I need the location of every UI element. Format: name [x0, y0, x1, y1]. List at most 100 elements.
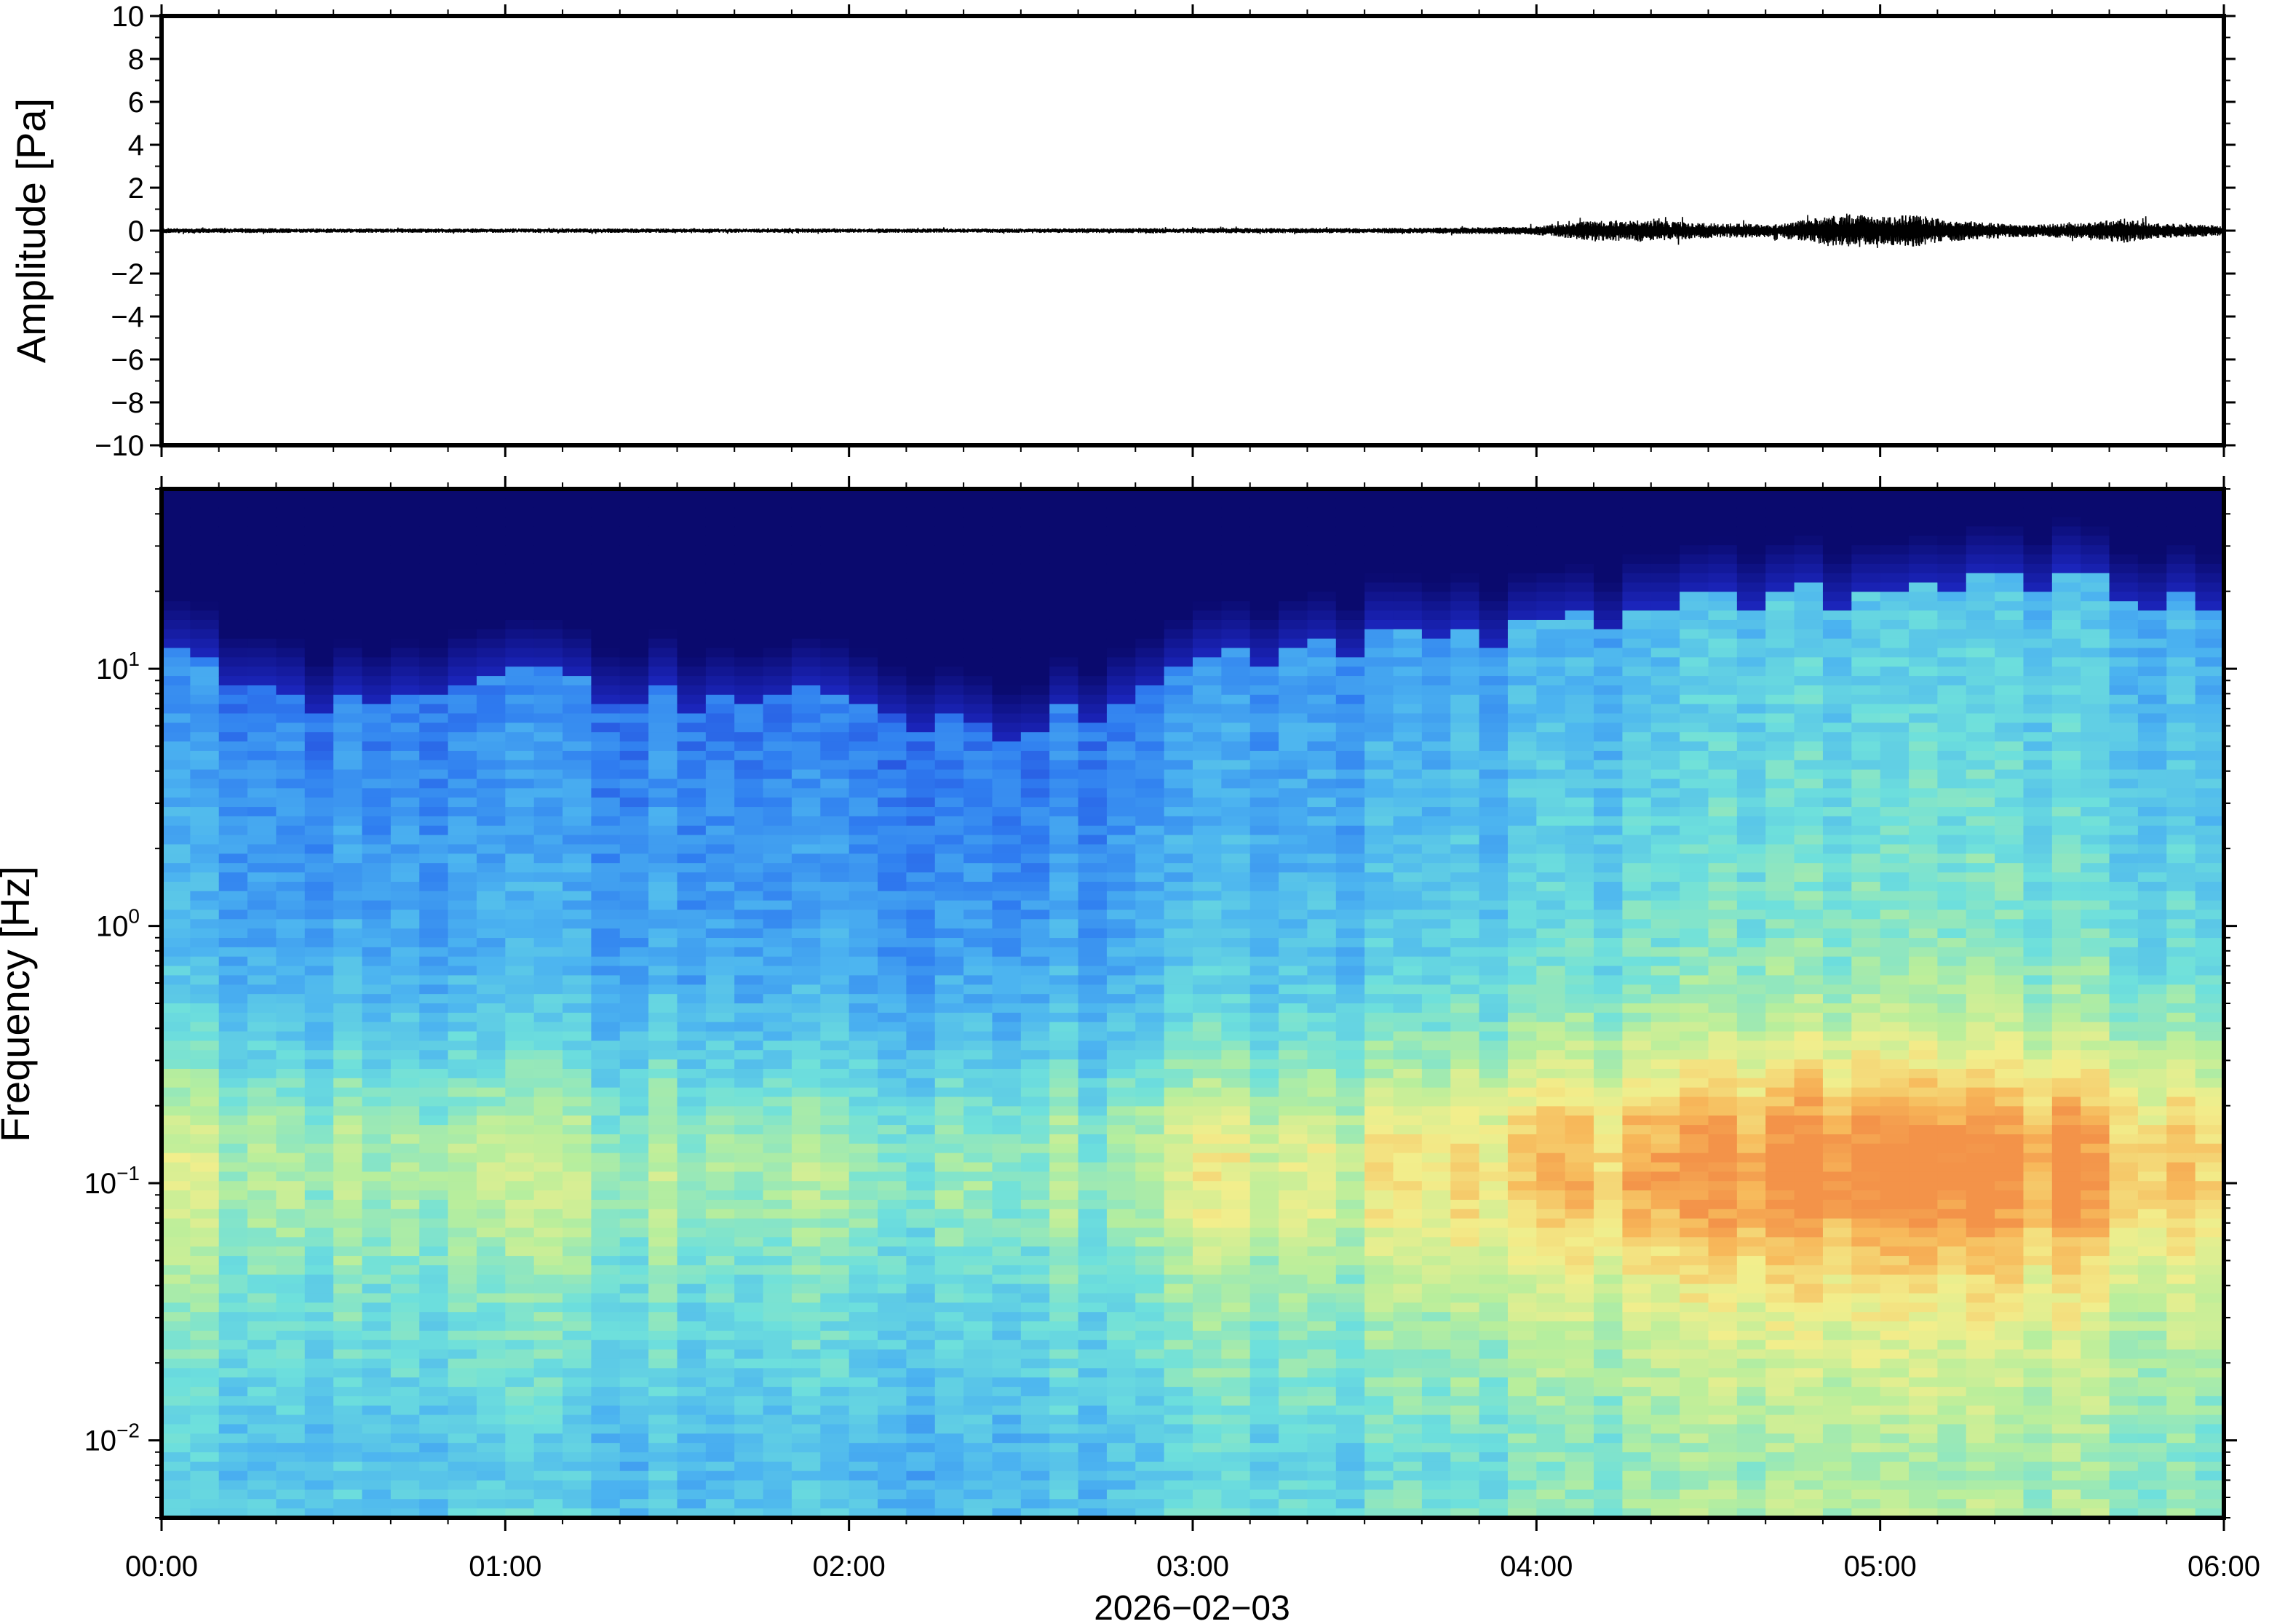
- spectrogram-cell: [1135, 1181, 1165, 1191]
- spectrogram-cell: [1335, 779, 1365, 789]
- spectrogram-cell: [1393, 1256, 1423, 1266]
- spectrogram-cell: [1020, 844, 1050, 854]
- spectrogram-cell: [276, 638, 306, 649]
- spectrogram-cell: [1164, 1405, 1193, 1416]
- spectrogram-cell: [390, 1368, 420, 1378]
- spectrogram-cell: [791, 1293, 821, 1303]
- spectrogram-cell: [563, 1125, 592, 1135]
- spectrogram-cell: [333, 769, 363, 780]
- spectrogram-cell: [1164, 1181, 1193, 1191]
- spectrogram-cell: [648, 704, 678, 715]
- spectrogram-cell: [1307, 863, 1337, 873]
- spectrogram-cell: [934, 928, 964, 939]
- spectrogram-cell: [1221, 872, 1251, 883]
- spectrogram-cell: [476, 1414, 506, 1425]
- spectrogram-cell: [304, 1031, 334, 1042]
- spectrogram-cell: [1049, 1489, 1079, 1500]
- spectrogram-cell: [791, 573, 821, 584]
- spectrogram-cell: [648, 1162, 678, 1172]
- spectrogram-cell: [1020, 1256, 1050, 1266]
- spectrogram-cell: [878, 788, 907, 798]
- spectrogram-cell: [533, 573, 563, 584]
- spectrogram-cell: [934, 1171, 964, 1182]
- spectrogram-cell: [533, 1433, 563, 1444]
- spectrogram-cell: [648, 592, 678, 602]
- spectrogram-cell: [1078, 1125, 1108, 1135]
- spectrogram-cell: [276, 947, 306, 958]
- spectrogram-cell: [992, 545, 1022, 555]
- spectrogram-cell: [1135, 1022, 1165, 1032]
- spectrogram-cell: [734, 592, 764, 602]
- spectrogram-cell: [276, 536, 306, 546]
- spectrogram-cell: [563, 732, 592, 742]
- spectrogram-cell: [505, 638, 535, 649]
- spectrogram-cell: [820, 1321, 850, 1332]
- spectrogram-cell: [563, 545, 592, 555]
- spectrogram-cell: [677, 1302, 707, 1313]
- spectrogram-cell: [591, 863, 621, 873]
- spectrogram-cell: [1393, 1293, 1423, 1303]
- spectrogram-cell: [1049, 498, 1079, 509]
- spectrogram-cell: [419, 1405, 449, 1416]
- spectrogram-cell: [1193, 919, 1222, 929]
- spectrogram-cell: [1393, 1003, 1423, 1014]
- spectrogram-cell: [648, 554, 678, 565]
- spectrogram-cell: [849, 1199, 878, 1210]
- spectrogram-cell: [791, 723, 821, 733]
- spectrogram-cell: [1249, 1396, 1279, 1406]
- spectrogram-cell: [505, 648, 535, 658]
- spectrogram-cell: [1164, 713, 1193, 723]
- spectrogram-cell: [1106, 1312, 1136, 1322]
- spectrogram-cell: [1364, 704, 1394, 715]
- spectrogram-cell: [505, 1283, 535, 1294]
- spectrogram-cell: [992, 1068, 1022, 1079]
- spectrogram-cell: [1335, 704, 1365, 715]
- spectrogram-cell: [304, 947, 334, 958]
- spectrogram-cell: [505, 825, 535, 836]
- spectrogram-cell: [763, 947, 792, 958]
- spectrogram-cell: [591, 629, 621, 640]
- spectrogram-cell: [247, 657, 277, 667]
- spectrogram-cell: [1164, 807, 1193, 817]
- spectrogram-cell: [1164, 638, 1193, 649]
- spectrogram-cell: [533, 844, 563, 854]
- spectrogram-cell: [906, 844, 936, 854]
- spectrogram-cell: [276, 563, 306, 574]
- spectrogram-cell: [591, 1452, 621, 1462]
- spectrogram-cell: [1078, 592, 1108, 602]
- spectrogram-cell: [1221, 1452, 1251, 1462]
- spectrogram-cell: [533, 1377, 563, 1388]
- spectrogram-cell: [1135, 657, 1165, 667]
- spectrogram-cell: [1249, 1153, 1279, 1163]
- spectrogram-cell: [1364, 947, 1394, 958]
- spectrogram-cell: [934, 984, 964, 995]
- spectrogram-cell: [1193, 769, 1222, 780]
- spectrogram-cell: [505, 554, 535, 565]
- spectrogram-cell: [1135, 769, 1165, 780]
- spectrogram-cell: [1020, 1199, 1050, 1210]
- spectrogram-cell: [878, 797, 907, 808]
- spectrogram-cell: [705, 554, 735, 565]
- spectrogram-cell: [190, 750, 220, 761]
- spectrogram-cell: [333, 919, 363, 929]
- spectrogram-cell: [1279, 1480, 1308, 1491]
- spectrogram-cell: [1164, 909, 1193, 920]
- spectrogram-cell: [1020, 545, 1050, 555]
- spectrogram-cell: [849, 713, 878, 723]
- spectrogram-cell: [448, 704, 477, 715]
- spectrogram-cell: [505, 928, 535, 939]
- spectrogram-cell: [563, 1096, 592, 1107]
- spectrogram-cell: [333, 1115, 363, 1126]
- spectrogram-cell: [218, 1134, 248, 1145]
- spectrogram-cell: [333, 1022, 363, 1032]
- spectrogram-cell: [1393, 1068, 1423, 1079]
- spectrogram-cell: [878, 956, 907, 967]
- spectrogram-cell: [1279, 863, 1308, 873]
- spectrogram-cell: [1078, 1087, 1108, 1098]
- spectrogram-cell: [1307, 489, 1337, 499]
- spectrogram-cell: [1249, 723, 1279, 733]
- spectrogram-cell: [162, 1321, 191, 1332]
- spectrogram-cell: [1049, 844, 1079, 854]
- spectrogram-cell: [992, 853, 1022, 864]
- spectrogram-cell: [1193, 1470, 1222, 1481]
